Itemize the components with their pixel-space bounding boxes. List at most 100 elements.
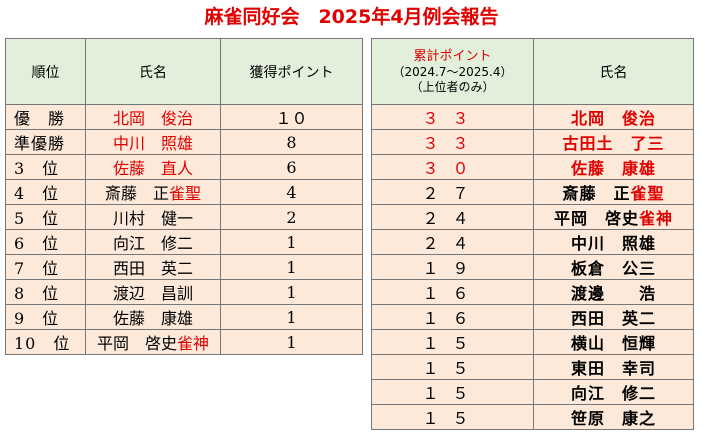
cumulative-points-cell: １５	[371, 354, 534, 380]
header-points: 獲得ポイント	[220, 38, 363, 105]
table-row: 10 位平岡 啓史雀神 1	[5, 329, 363, 355]
cumulative-points-cell: １５	[371, 404, 534, 430]
name-cell: 横山 恒輝	[533, 329, 694, 355]
cumulative-points-cell: １９	[371, 254, 534, 280]
player-name: 北岡 俊治	[112, 109, 193, 128]
name-cell: 佐藤 康雄	[85, 304, 221, 330]
cumulative-points-cell: １６	[371, 279, 534, 305]
table-row: １６ 西田 英二	[371, 304, 694, 330]
player-title: 雀聖	[169, 184, 202, 203]
table-row: ３３ 古田土 了三	[371, 129, 694, 155]
player-title: 雀聖	[630, 184, 665, 203]
table-row: ２４ 平岡 啓史雀神	[371, 204, 694, 230]
player-name: 中川 照雄	[112, 134, 193, 153]
player-name: 西田 英二	[112, 259, 193, 278]
header-cumulative-points-period: （2024.7～2025.4）	[392, 64, 513, 79]
table-row: 6 位 向江 修二 1	[5, 229, 363, 255]
name-cell: 川村 健一	[85, 204, 221, 230]
player-name: 川村 健一	[112, 209, 193, 228]
points-cell: 1	[220, 304, 363, 330]
header-rank: 順位	[5, 38, 86, 105]
page-title: 麻雀同好会 2025年4月例会報告	[204, 6, 499, 28]
player-name: 佐藤 康雄	[112, 309, 193, 328]
name-cell: 北岡 俊治	[533, 104, 694, 130]
points-cell: 1	[220, 329, 363, 355]
player-name: 北岡 俊治	[570, 109, 656, 128]
rank-cell: 10 位	[5, 329, 86, 355]
table-row: １９ 板倉 公三	[371, 254, 694, 280]
player-name: 渡辺 昌訓	[112, 284, 193, 303]
name-cell: 古田土 了三	[533, 129, 694, 155]
name-cell: 東田 幸司	[533, 354, 694, 380]
header-cumulative-points-title: 累計ポイント	[413, 48, 492, 64]
rank-cell: 4 位	[5, 179, 86, 205]
name-cell: 向江 修二	[85, 229, 221, 255]
header-cumulative-points: 累計ポイント （2024.7～2025.4） （上位者のみ）	[371, 38, 534, 105]
player-name: 西田 英二	[570, 309, 656, 328]
points-cell: 8	[220, 129, 363, 155]
cumulative-points-cell: ２４	[371, 204, 534, 230]
table-row: 5 位 川村 健一 2	[5, 204, 363, 230]
player-name: 中川 照雄	[570, 234, 656, 253]
cumulative-points-cell: ２４	[371, 229, 534, 255]
header-cumulative-points-note: （上位者のみ）	[410, 79, 495, 94]
player-name: 向江 修二	[570, 384, 656, 403]
name-cell: 平岡 啓史雀神	[85, 329, 221, 355]
name-cell: 西田 英二	[533, 304, 694, 330]
name-cell: 斎藤 正雀聖	[85, 179, 221, 205]
cumulative-points-cell: １５	[371, 329, 534, 355]
points-cell: 2	[220, 204, 363, 230]
table-row: ２７ 斎藤 正雀聖	[371, 179, 694, 205]
cumulative-points-table: 累計ポイント （2024.7～2025.4） （上位者のみ） 氏名 ３３ 北岡 俊…	[371, 38, 694, 430]
player-name: 佐藤 直人	[112, 159, 193, 178]
points-cell: 6	[220, 154, 363, 180]
cumulative-points-cell: １５	[371, 379, 534, 405]
table-row: 3 位 佐藤 直人 6	[5, 154, 363, 180]
rank-cell: 5 位	[5, 204, 86, 230]
name-cell: 中川 照雄	[85, 129, 221, 155]
name-cell: 平岡 啓史雀神	[533, 204, 694, 230]
name-cell: 渡辺 昌訓	[85, 279, 221, 305]
player-name: 古田土 了三	[562, 134, 665, 153]
points-cell: １０	[220, 104, 363, 130]
player-title: 雀神	[177, 334, 210, 353]
player-name: 笹原 康之	[570, 409, 656, 428]
rank-cell: 8 位	[5, 279, 86, 305]
table-row: 4 位斎藤 正雀聖 4	[5, 179, 363, 205]
rank-cell: 7 位	[5, 254, 86, 280]
player-name: 平岡 啓史	[553, 209, 639, 228]
player-name: 東田 幸司	[570, 359, 656, 378]
name-cell: 板倉 公三	[533, 254, 694, 280]
rank-cell: 3 位	[5, 154, 86, 180]
header-name: 氏名	[85, 38, 221, 105]
player-name: 平岡 啓史	[96, 334, 177, 353]
name-cell: 笹原 康之	[533, 404, 694, 430]
table-row: 優 勝 北岡 俊治 １０	[5, 104, 363, 130]
points-cell: 1	[220, 229, 363, 255]
name-cell: 北岡 俊治	[85, 104, 221, 130]
name-cell: 西田 英二	[85, 254, 221, 280]
player-name: 斎藤 正	[562, 184, 631, 203]
player-name: 斎藤 正	[104, 184, 169, 203]
player-name: 向江 修二	[112, 234, 193, 253]
header-name-right: 氏名	[533, 38, 694, 105]
table-row: 準優勝 中川 照雄 8	[5, 129, 363, 155]
table-row: 9 位 佐藤 康雄 1	[5, 304, 363, 330]
rank-cell: 優 勝	[5, 104, 86, 130]
table-row: １５ 笹原 康之	[371, 404, 694, 430]
cumulative-points-cell: ２７	[371, 179, 534, 205]
cumulative-points-cell: ３０	[371, 154, 534, 180]
cumulative-points-cell: ３３	[371, 129, 534, 155]
cumulative-points-cell: １６	[371, 304, 534, 330]
table-row: １５ 横山 恒輝	[371, 329, 694, 355]
name-cell: 向江 修二	[533, 379, 694, 405]
player-name: 佐藤 康雄	[570, 159, 656, 178]
table-row: ３３ 北岡 俊治	[371, 104, 694, 130]
name-cell: 中川 照雄	[533, 229, 694, 255]
table-row: ３０ 佐藤 康雄	[371, 154, 694, 180]
cumulative-points-cell: ３３	[371, 104, 534, 130]
monthly-results-table: 順位 氏名 獲得ポイント 優 勝 北岡 俊治 １０ 準優勝 中川 照雄 8 3 位 佐藤 直人…	[5, 38, 363, 355]
player-name: 板倉 公三	[570, 259, 656, 278]
name-cell: 斎藤 正雀聖	[533, 179, 694, 205]
points-cell: 1	[220, 279, 363, 305]
